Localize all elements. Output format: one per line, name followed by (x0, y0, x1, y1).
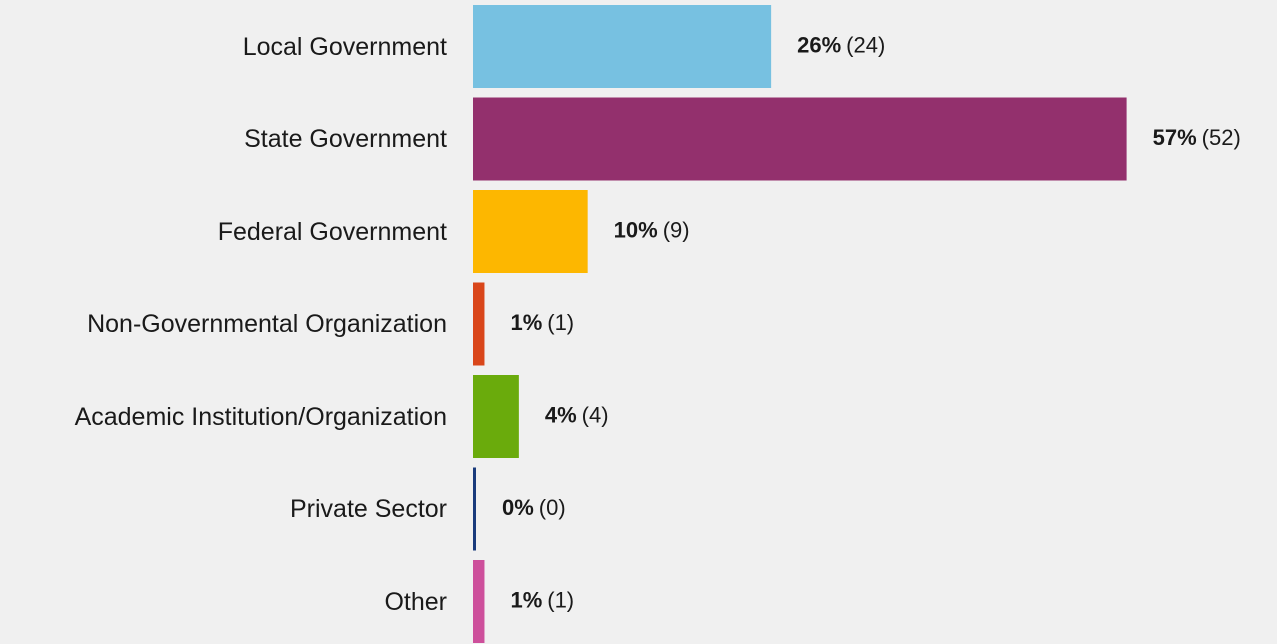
value-label: 57% (52) (1153, 125, 1241, 150)
value-label: 4% (4) (545, 402, 609, 427)
category-label: Private Sector (289, 495, 447, 523)
bar (473, 560, 485, 643)
value-label: 26% (24) (797, 32, 885, 57)
bar (473, 375, 519, 458)
percent-label: 10% (614, 217, 658, 242)
category-label: Academic Institution/Organization (74, 402, 447, 431)
count-label: (1) (547, 587, 574, 612)
value-label: 10% (9) (614, 217, 690, 242)
percent-label: 0% (502, 495, 534, 520)
value-label: 1% (1) (510, 310, 574, 335)
percent-label: 26% (797, 32, 841, 57)
count-label: (24) (846, 32, 885, 57)
percent-label: 1% (510, 310, 542, 335)
percent-label: 57% (1153, 125, 1197, 150)
bar (473, 467, 476, 551)
count-label: (52) (1202, 125, 1241, 150)
count-label: (4) (582, 402, 609, 427)
category-label: State Government (244, 125, 447, 153)
category-label: Local Government (242, 32, 447, 61)
category-label: Non-Governmental Organization (87, 310, 447, 338)
bar (473, 190, 588, 273)
count-label: (9) (663, 217, 690, 242)
bar (473, 282, 485, 366)
category-label: Federal Government (217, 217, 447, 246)
bar (473, 97, 1127, 181)
value-label: 0% (0) (502, 495, 566, 520)
value-label: 1% (1) (510, 587, 574, 612)
bar (473, 5, 772, 88)
count-label: (0) (539, 495, 566, 520)
category-label: Other (384, 587, 447, 616)
percent-label: 1% (510, 587, 542, 612)
percent-label: 4% (545, 402, 577, 427)
count-label: (1) (547, 310, 574, 335)
